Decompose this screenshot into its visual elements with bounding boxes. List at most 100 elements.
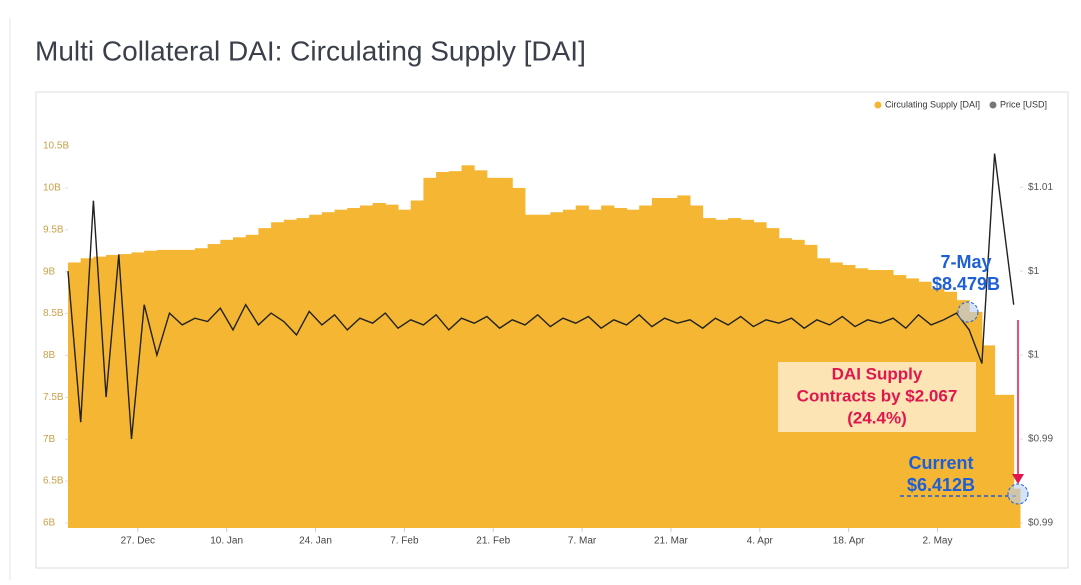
bar [715,219,729,528]
x-tick-label: 24. Jan [299,536,332,547]
bar [436,171,450,528]
bar [994,394,1015,528]
annotation-text: 7-May [940,252,991,272]
plot: 6B 6.5B 7B 7.5B 8B 8.5B 9B 9.5B 10B 10.5B $0.99 $0.… [43,99,1053,546]
bar [385,204,399,528]
bar [664,197,678,528]
bar [766,228,780,528]
y2-tick-label: $1 [1028,350,1040,361]
annotation-text: $8.479B [932,274,1000,294]
bar [144,250,158,528]
annotation-text: Contracts by $2.067 [797,386,958,405]
bar [169,249,183,528]
bar [448,171,462,528]
bar [537,214,551,528]
legend-swatch [874,101,882,109]
y-tick-label: 10.5B [43,141,69,152]
bar [359,205,374,528]
bar [271,222,285,529]
x-tick-label: 4. Apr [747,536,774,547]
bar [398,209,412,529]
annotation-box [778,362,976,432]
bar [220,239,234,529]
annotation-text: $6.412B [907,475,975,495]
legend: Price [USD] Circulating Supply [DAI] [874,99,1047,109]
bar [613,208,628,529]
bar [93,256,107,528]
y-tick-label: 7B [43,434,56,445]
bar [423,177,437,529]
y-tick-label: 9.5B [43,224,64,235]
marker [1007,483,1029,505]
bar [639,205,653,528]
annotation-text: Current [908,453,973,473]
y-tick-label: 6B [43,518,56,529]
bar [156,249,171,528]
bar [283,219,297,528]
price-line [67,153,1015,440]
arrow-head [1012,474,1024,484]
bar [689,205,704,528]
bar [651,197,666,528]
bar [309,214,323,528]
bar [563,209,577,529]
bar [80,258,94,528]
bar [461,165,475,529]
y-tick-label: 8B [43,350,56,361]
y2-tick-label: $1 [1028,266,1040,277]
bar [474,170,488,528]
bar [499,177,513,529]
chart-title: Multi Collateral DAI: Circulating Supply… [35,35,586,66]
bar [524,214,539,528]
bar [118,254,132,529]
bar [550,212,564,528]
y-tick-label: 8.5B [43,308,64,319]
annotation-text: DAI Supply [832,364,923,383]
bar [740,219,754,528]
bar [677,195,691,529]
bar [334,209,348,529]
bar [588,209,602,529]
bar [626,209,640,529]
bar [1013,488,1021,528]
x-tick-label: 10. Jan [210,536,243,547]
annotation-text: (24.4%) [847,408,907,427]
bar [233,237,247,528]
bar [372,202,386,528]
bar [207,244,221,528]
y-tick-label: 6.5B [43,476,64,487]
annotations: 7-May$8.479B DAI Supply Contracts by $2.06… [778,252,1029,505]
x-tick-label: 7. Mar [568,536,597,547]
bar [106,254,120,528]
y-tick-label: 9B [43,266,56,277]
legend-label: Price [USD] [1000,99,1047,109]
x-tick-label: 7. Feb [390,536,419,547]
bar [258,228,272,528]
bar [68,262,82,528]
bar [194,248,209,528]
y-tick-label: 7.5B [43,392,64,403]
bar [753,222,767,529]
bar [347,208,361,529]
x-tick-label: 27. Dec [121,536,155,547]
bar [182,249,196,528]
bar [321,212,336,528]
bar [601,205,615,528]
bar [296,218,310,528]
x-tick-label: 18. Apr [833,536,865,547]
bar [410,200,424,528]
bar [728,218,742,528]
marker [957,301,979,323]
y2-tick-label: $0.99 [1028,518,1053,529]
y2-tick-label: $0.99 [1028,434,1053,445]
x-tick-label: 2. May [922,536,952,547]
bar [575,205,589,528]
legend-label: Circulating Supply [DAI] [885,99,980,109]
x-tick-label: 21. Mar [654,536,689,547]
bar [981,345,996,528]
bar [486,177,501,529]
y-tick-label: 10B [43,183,61,194]
bar [245,234,259,528]
